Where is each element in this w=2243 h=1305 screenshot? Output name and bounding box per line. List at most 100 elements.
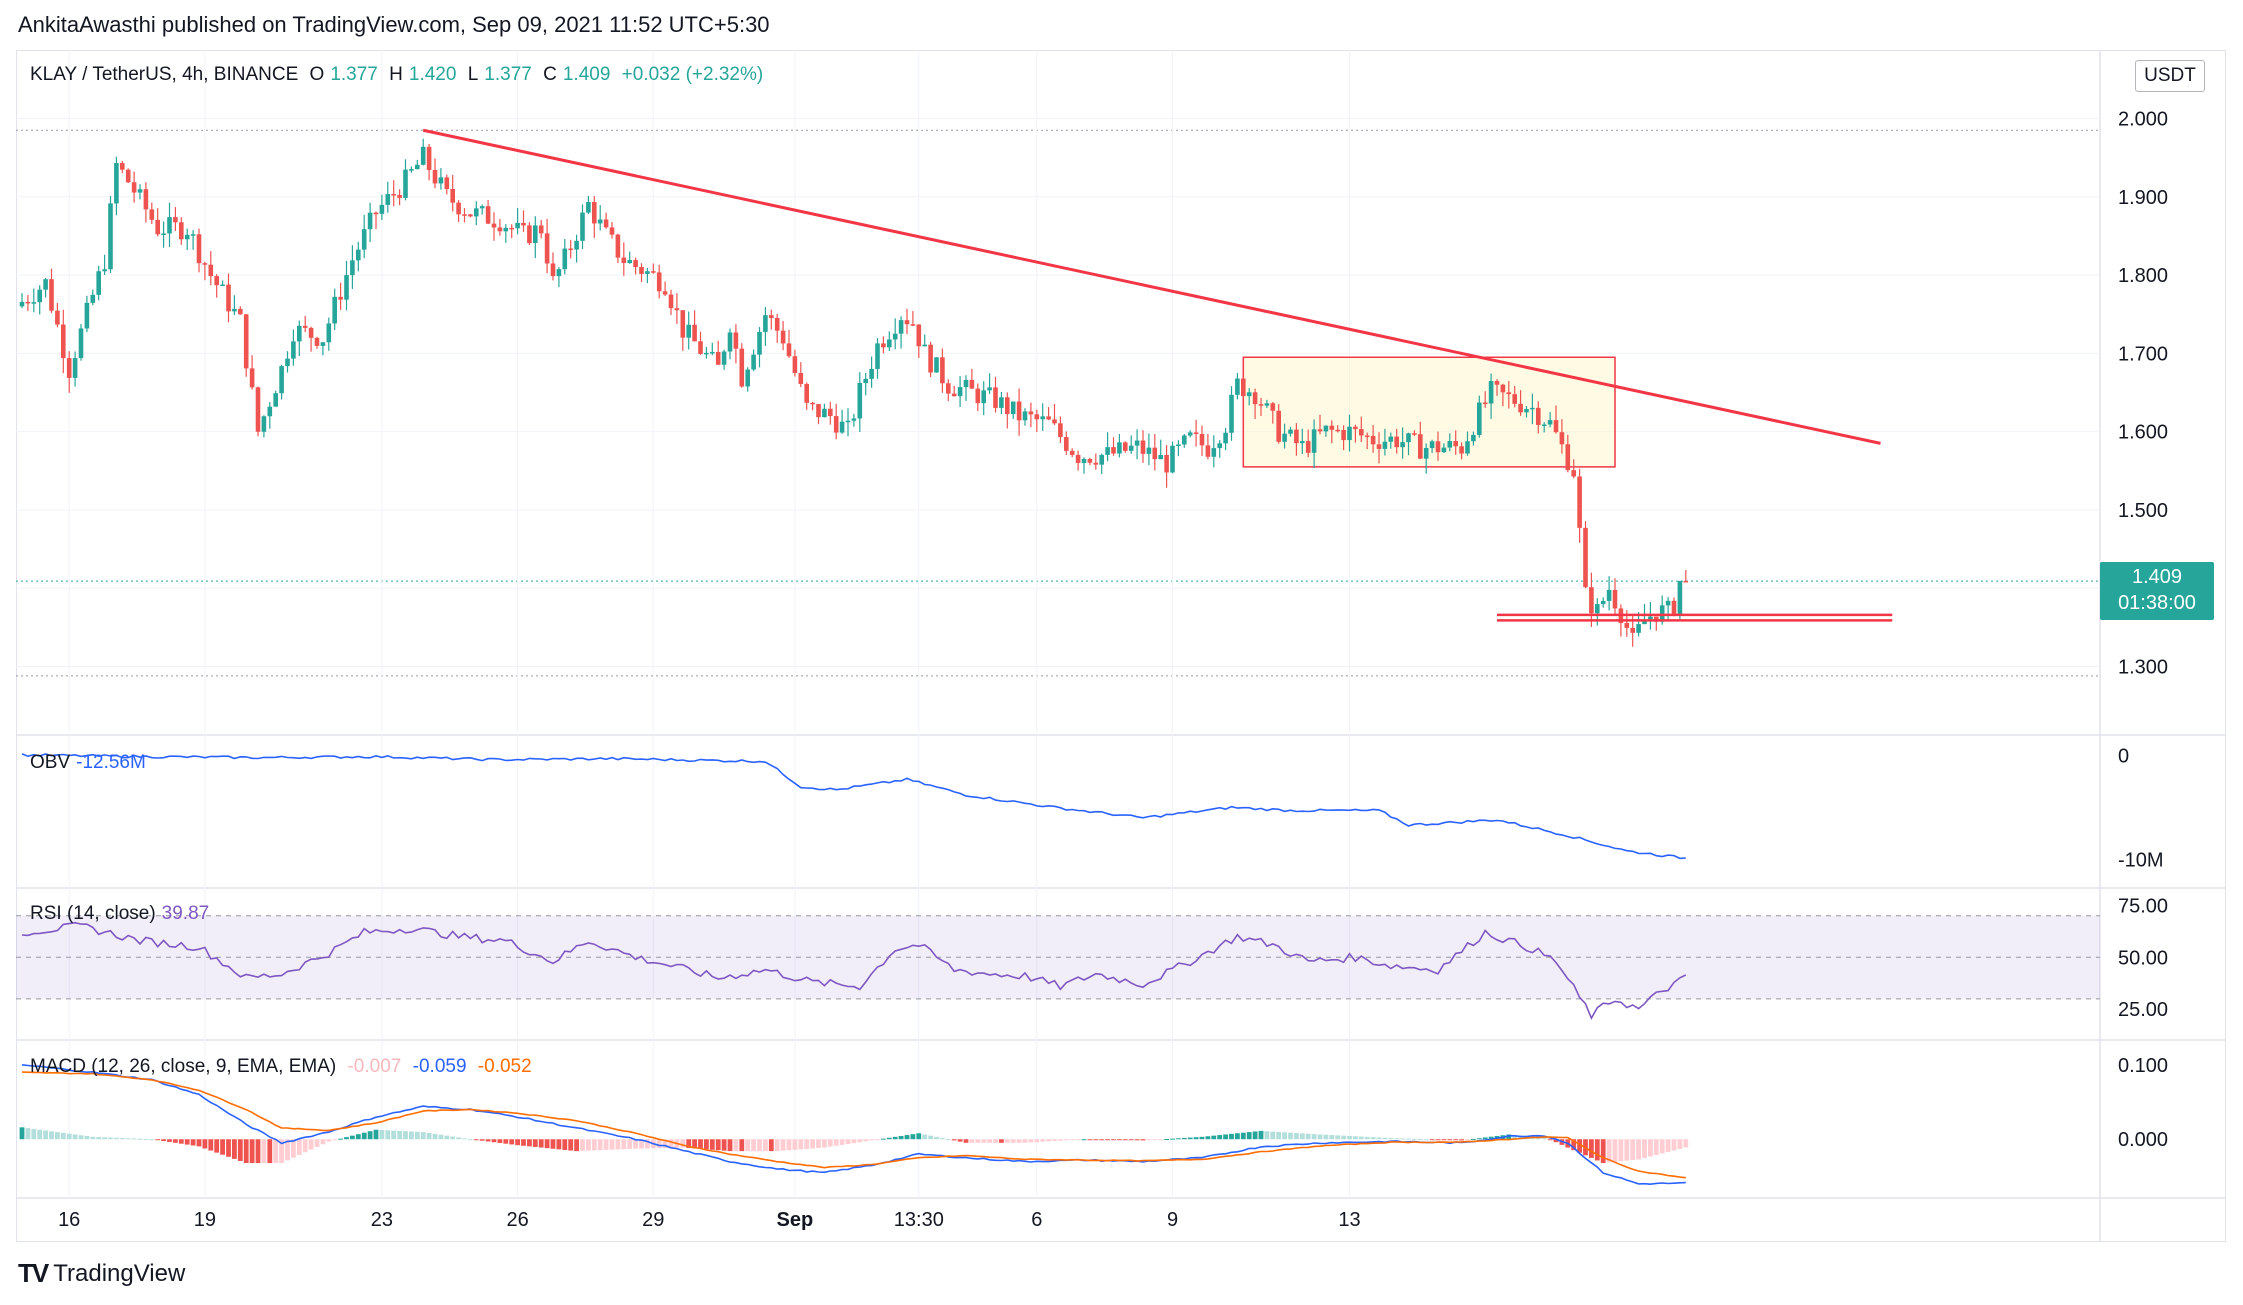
macd-histogram-bar — [1435, 1139, 1441, 1141]
macd-histogram-bar — [1004, 1139, 1010, 1143]
candle-down — [255, 387, 261, 432]
candle-down — [527, 225, 532, 244]
macd-histogram-bar — [102, 1137, 107, 1140]
candle-down — [173, 217, 178, 223]
macd-histogram-bar — [1612, 1139, 1618, 1162]
candle-up — [379, 204, 385, 214]
candle-down — [1565, 444, 1571, 471]
macd-histogram-bar — [432, 1133, 438, 1140]
candle-up — [90, 294, 96, 303]
tradingview-logo-icon: TV — [18, 1258, 49, 1288]
candle-up — [1099, 454, 1104, 465]
macd-histogram-bar — [1353, 1136, 1358, 1140]
candle-up — [627, 260, 632, 264]
macd-label[interactable]: MACD (12, 26, close, 9, EMA, EMA) — [30, 1056, 337, 1077]
candle-down — [1341, 430, 1346, 441]
footer-brand[interactable]: TV TradingView — [18, 1258, 185, 1289]
macd-histogram-bar — [1170, 1138, 1175, 1140]
candle-up — [1282, 433, 1287, 442]
macd-histogram-bar — [1677, 1139, 1683, 1150]
candle-down — [951, 393, 957, 397]
candle-down — [828, 408, 833, 417]
time-tick-label: 16 — [58, 1209, 80, 1231]
macd-histogram-bar — [479, 1139, 485, 1141]
candle-up — [1477, 402, 1482, 435]
candle-down — [603, 219, 609, 228]
macd-histogram-bar — [1028, 1139, 1034, 1143]
macd-histogram-bar — [662, 1139, 668, 1149]
macd-histogram-bar — [1311, 1134, 1317, 1140]
macd-histogram-bar — [1471, 1138, 1476, 1140]
candle-up — [1541, 424, 1547, 426]
macd-histogram-bar — [751, 1139, 756, 1152]
macd-histogram-bar — [1128, 1139, 1134, 1141]
macd-histogram-bar — [892, 1136, 898, 1140]
candle-up — [987, 387, 992, 391]
macd-histogram-bar — [1447, 1139, 1453, 1141]
macd-histogram-bar — [308, 1139, 314, 1150]
macd-histogram-bar — [1624, 1139, 1630, 1161]
candle-down — [940, 357, 945, 384]
candle-up — [721, 351, 727, 365]
macd-histogram-bar — [1648, 1139, 1653, 1157]
macd-histogram-bar — [279, 1139, 284, 1164]
candle-up — [102, 269, 107, 272]
macd-histogram-bar — [786, 1139, 792, 1151]
macd-histogram-bar — [202, 1139, 208, 1149]
macd-histogram-bar — [1406, 1138, 1411, 1140]
macd-histogram-bar — [1671, 1139, 1677, 1151]
obv-label[interactable]: OBV — [30, 752, 71, 773]
price-tick-label: 1.500 — [2118, 500, 2168, 522]
macd-histogram-bar — [155, 1139, 161, 1141]
candle-down — [426, 146, 432, 171]
candle-up — [1488, 381, 1494, 404]
candle-up — [556, 269, 562, 277]
candle-down — [1152, 447, 1158, 460]
macd-histogram-bar — [25, 1128, 31, 1140]
macd-histogram-bar — [385, 1130, 391, 1140]
candle-up — [361, 229, 367, 250]
candle-down — [143, 189, 149, 210]
candle-down — [1335, 429, 1340, 432]
macd-tick-label: 0.000 — [2118, 1129, 2168, 1151]
macd-histogram-bar — [574, 1139, 579, 1152]
candle-up — [1388, 436, 1394, 442]
candle-up — [1229, 394, 1234, 433]
obv-tick-label: -10M — [2118, 849, 2164, 871]
macd-histogram-bar — [379, 1130, 385, 1140]
candle-down — [798, 373, 804, 384]
macd-histogram-bar — [438, 1134, 444, 1140]
macd-histogram-bar — [1476, 1138, 1482, 1140]
macd-histogram-bar — [220, 1139, 225, 1155]
macd-histogram-bar — [1376, 1137, 1382, 1140]
candle-down — [1453, 441, 1458, 447]
macd-histogram-bar — [1636, 1139, 1641, 1160]
candle-down — [1016, 401, 1022, 421]
candle-up — [78, 328, 84, 359]
currency-unit-button[interactable]: USDT — [2135, 60, 2205, 92]
symbol-label[interactable]: KLAY / TetherUS, 4h, BINANCE — [30, 64, 299, 85]
candle-down — [444, 177, 450, 190]
macd-histogram-bar — [668, 1139, 674, 1148]
macd-histogram-bar — [609, 1139, 615, 1150]
macd-histogram-bar — [1081, 1139, 1087, 1141]
macd-histogram-bar — [1317, 1134, 1323, 1140]
macd-histogram-bar — [1453, 1139, 1459, 1141]
candle-down — [373, 212, 379, 215]
candle-up — [326, 323, 332, 343]
candle-up — [1311, 429, 1317, 453]
chart-frame — [16, 50, 2226, 1242]
rsi-legend: RSI (14, close) 39.87 — [30, 903, 215, 925]
macd-histogram-bar — [1459, 1139, 1464, 1141]
macd-histogram-bar — [1205, 1136, 1211, 1140]
candle-up — [1170, 445, 1175, 473]
candle-up — [1441, 447, 1447, 453]
macd-histogram-bar — [745, 1139, 751, 1152]
macd-histogram-bar — [1323, 1134, 1329, 1140]
macd-histogram-bar — [981, 1139, 987, 1143]
macd-histogram-bar — [1606, 1139, 1612, 1163]
macd-histogram-bar — [49, 1131, 54, 1140]
candle-down — [202, 263, 208, 265]
rsi-label[interactable]: RSI (14, close) — [30, 903, 156, 924]
